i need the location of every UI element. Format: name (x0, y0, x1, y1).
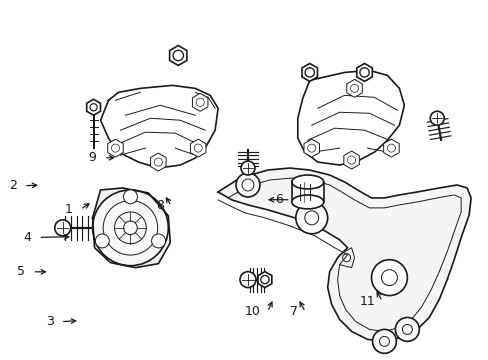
Polygon shape (346, 80, 362, 97)
Text: 9: 9 (88, 151, 96, 164)
Circle shape (151, 234, 165, 248)
Polygon shape (218, 168, 470, 341)
Circle shape (372, 329, 396, 353)
Circle shape (123, 190, 137, 204)
Text: 7: 7 (289, 306, 298, 319)
Text: 1: 1 (65, 203, 73, 216)
Ellipse shape (291, 195, 323, 209)
Text: 4: 4 (23, 231, 31, 244)
Circle shape (236, 173, 260, 197)
Circle shape (295, 202, 327, 234)
Polygon shape (92, 188, 170, 268)
Circle shape (95, 234, 109, 248)
Text: 2: 2 (9, 179, 17, 192)
Circle shape (429, 111, 443, 125)
Text: 10: 10 (244, 306, 260, 319)
Circle shape (240, 272, 255, 288)
Circle shape (395, 318, 419, 341)
Polygon shape (107, 139, 123, 157)
Polygon shape (302, 63, 317, 81)
Circle shape (92, 190, 168, 266)
Polygon shape (101, 85, 218, 168)
Polygon shape (190, 139, 205, 157)
Polygon shape (304, 139, 319, 157)
Circle shape (241, 161, 254, 175)
Polygon shape (169, 45, 186, 66)
Ellipse shape (291, 175, 323, 189)
Polygon shape (150, 153, 166, 171)
Text: 3: 3 (45, 315, 54, 328)
Text: 11: 11 (359, 295, 374, 308)
Text: 8: 8 (156, 199, 164, 212)
Polygon shape (383, 139, 398, 157)
Polygon shape (343, 151, 359, 169)
Circle shape (371, 260, 407, 296)
Text: 5: 5 (17, 265, 25, 278)
Polygon shape (356, 63, 371, 81)
Polygon shape (297, 71, 404, 165)
Polygon shape (192, 93, 207, 111)
Text: 6: 6 (275, 193, 283, 206)
Circle shape (55, 220, 71, 236)
Polygon shape (258, 272, 271, 288)
Polygon shape (86, 99, 100, 115)
